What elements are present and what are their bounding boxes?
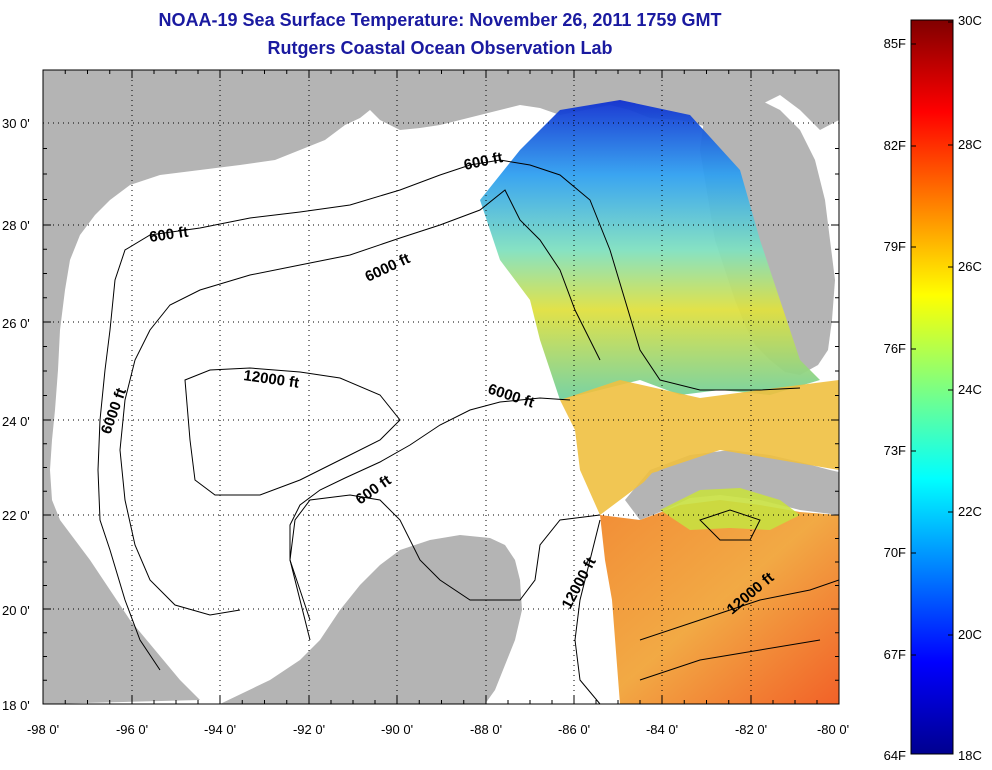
lon-label: -92 0' [293, 722, 325, 737]
lat-label: 24 0' [2, 414, 30, 429]
lon-label: -96 0' [116, 722, 148, 737]
lat-label: 22 0' [2, 508, 30, 523]
colorbar-c-label: 20C [958, 627, 982, 642]
lat-label: 28 0' [2, 218, 30, 233]
colorbar [911, 20, 953, 754]
lon-label: -86 0' [558, 722, 590, 737]
colorbar-c-label: 26C [958, 259, 982, 274]
colorbar-f-label: 85F [884, 36, 906, 51]
colorbar-c-label: 28C [958, 137, 982, 152]
colorbar-f-label: 64F [884, 748, 906, 763]
colorbar-f-label: 82F [884, 138, 906, 153]
sst-caribbean [600, 500, 839, 704]
lon-label: -90 0' [381, 722, 413, 737]
lon-label: -84 0' [646, 722, 678, 737]
lon-label: -82 0' [735, 722, 767, 737]
colorbar-c-label: 30C [958, 13, 982, 28]
lon-label: -98 0' [27, 722, 59, 737]
lat-label: 20 0' [2, 603, 30, 618]
lat-label: 26 0' [2, 316, 30, 331]
colorbar-c-label: 24C [958, 382, 982, 397]
lon-label: -94 0' [204, 722, 236, 737]
colorbar-celsius-labels: 30C 28C 26C 24C 22C 20C 18C [958, 13, 982, 763]
colorbar-f-label: 67F [884, 647, 906, 662]
latitude-labels: 18 0' 20 0' 22 0' 24 0' 26 0' 28 0' 30 0… [2, 116, 30, 713]
colorbar-f-label: 70F [884, 545, 906, 560]
lat-label: 30 0' [2, 116, 30, 131]
lat-label: 18 0' [2, 698, 30, 713]
colorbar-f-label: 79F [884, 239, 906, 254]
colorbar-c-label: 18C [958, 748, 982, 763]
colorbar-c-label: 22C [958, 504, 982, 519]
colorbar-f-label: 73F [884, 443, 906, 458]
longitude-labels: -98 0' -96 0' -94 0' -92 0' -90 0' -88 0… [27, 722, 849, 737]
colorbar-fahrenheit-labels: 85F 82F 79F 76F 73F 70F 67F 64F [884, 36, 906, 763]
lon-label: -80 0' [817, 722, 849, 737]
lon-label: -88 0' [470, 722, 502, 737]
colorbar-f-label: 76F [884, 341, 906, 356]
